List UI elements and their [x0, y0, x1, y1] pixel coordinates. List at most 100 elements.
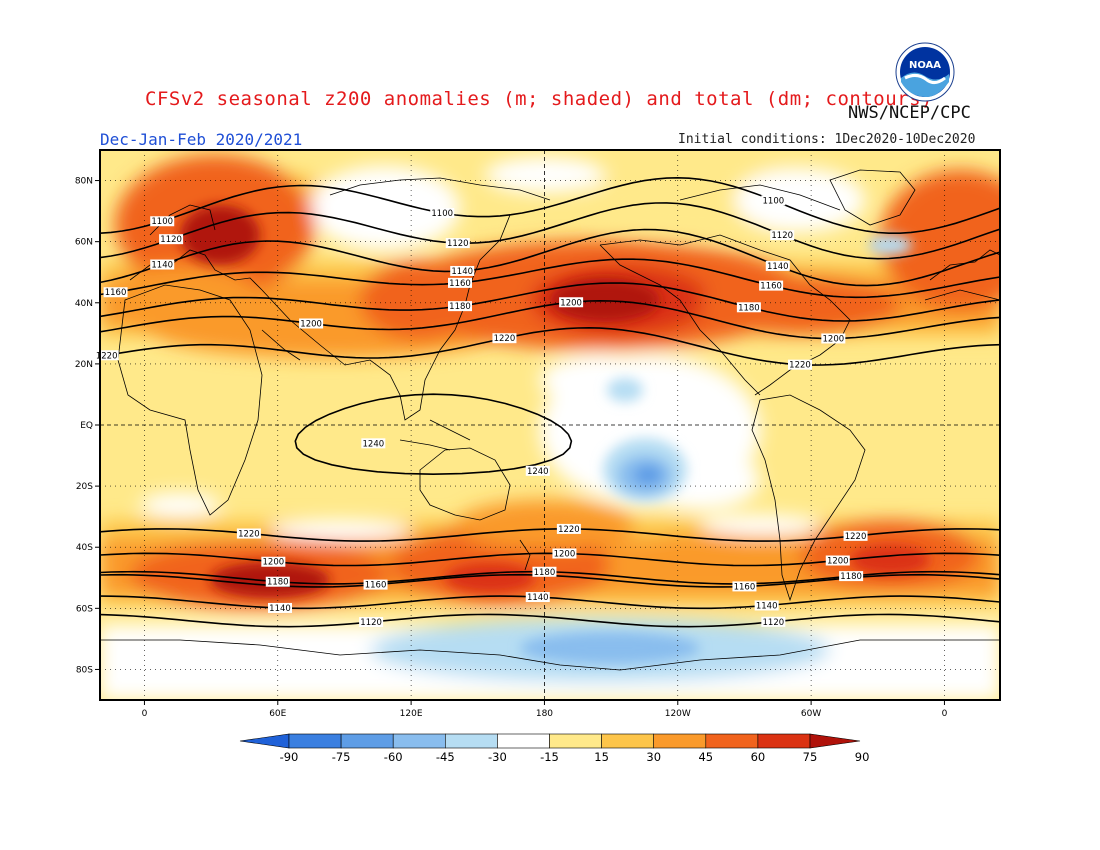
contour-label-bg — [299, 318, 324, 329]
contour-label: 1120 — [160, 235, 182, 245]
colorbar-swatch — [497, 733, 550, 749]
gridlines — [100, 150, 1000, 700]
colorbar-swatch — [444, 733, 498, 749]
colorbar: -90 -75 -60 -45 -30 -15 15 30 45 60 75 90 — [239, 733, 869, 764]
contour-label: 1180 — [267, 578, 289, 588]
lon-tick-label: 120E — [400, 709, 423, 719]
contour-label: 1220 — [845, 532, 867, 542]
contour-label: 1200 — [827, 557, 849, 567]
contour-label: 1140 — [756, 601, 778, 611]
contour-label-bg — [788, 359, 812, 370]
contour-label: 1160 — [449, 279, 471, 289]
contour-line — [100, 299, 1000, 340]
contour-label-bg — [361, 438, 386, 449]
contour-label: 1100 — [431, 209, 453, 219]
contour-label-bg — [150, 216, 175, 227]
lat-tick-label: 80N — [75, 177, 93, 187]
contour-label: 1140 — [151, 261, 173, 271]
contour-label-bg — [732, 581, 757, 592]
chart-title: CFSv2 seasonal z200 anomalies (m; shaded… — [145, 88, 933, 110]
contour-label: 1100 — [151, 217, 173, 227]
contour-label: 1180 — [449, 302, 471, 312]
colorbar-swatch — [653, 733, 707, 749]
colorbar-tick-label: 75 — [803, 750, 818, 764]
contour-label: 1160 — [760, 282, 782, 292]
contour-line — [100, 613, 1000, 628]
contour-label: 1140 — [451, 267, 473, 277]
contour-label-bg — [532, 566, 557, 577]
contour-label: 1180 — [840, 572, 862, 582]
contour-label: 1220 — [96, 351, 118, 361]
contour-label-bg — [448, 277, 472, 288]
colorbar-swatch — [757, 733, 811, 749]
contour-label-bg — [261, 556, 286, 567]
colorbar-tick-label: -30 — [488, 750, 507, 764]
season-label: Dec-Jan-Feb 2020/2021 — [100, 130, 303, 149]
contour-label-bg — [825, 555, 850, 566]
contour-line — [100, 176, 1000, 234]
lat-tick-label: 20S — [76, 482, 93, 492]
colorbar-tick-label: -45 — [436, 750, 455, 764]
contour-label: 1220 — [238, 530, 260, 540]
contour-line — [294, 393, 573, 476]
contour-label-bg — [94, 350, 119, 361]
contour-label: 1220 — [494, 334, 516, 344]
colorbar-tick-label: 30 — [646, 750, 661, 764]
contour-label-bg — [363, 579, 388, 590]
noaa-logo: NOAA — [895, 42, 955, 102]
lat-tick-label: EQ — [80, 421, 93, 431]
colorbar-tick-label: -90 — [280, 750, 299, 764]
contour-label: 1180 — [738, 303, 760, 313]
contour-label: 1240 — [363, 439, 385, 449]
colorbar-tick-label: 60 — [751, 750, 766, 764]
contour-label: 1160 — [734, 582, 756, 592]
lat-tick-label: 60N — [75, 238, 93, 248]
contour-line — [100, 282, 1000, 322]
colorbar-swatch — [549, 733, 602, 749]
contour-label-bg — [525, 592, 550, 603]
contour-label-bg — [265, 576, 290, 587]
contour-line — [100, 258, 1000, 299]
contour-label: 1120 — [763, 618, 785, 628]
lon-tick-label: 0 — [142, 709, 148, 719]
contour-label-bg — [759, 280, 784, 291]
lon-tick-label: 120W — [665, 709, 691, 719]
axis-ticks: 80N 60N 40N 20N EQ 20S 40S 60S 80S 0 60E 120E 180 120… — [75, 177, 948, 719]
contour-label-bg — [492, 333, 517, 344]
colorbar-tick-label: -75 — [332, 750, 351, 764]
colorbar-swatch — [705, 733, 759, 749]
contour-label-bg — [770, 230, 795, 241]
contour-line — [100, 202, 1000, 260]
contour-label-bg — [559, 297, 584, 308]
lat-tick-label: 60S — [76, 604, 93, 614]
contour-label-bg — [839, 571, 864, 582]
lon-tick-label: 60E — [269, 709, 286, 719]
contour-line — [100, 228, 1000, 287]
contour-label-bg — [736, 302, 761, 313]
lat-tick-label: 40S — [76, 543, 93, 553]
colorbar-tick-label: 15 — [594, 750, 609, 764]
contour-line — [100, 595, 1000, 610]
contour-label: 1100 — [763, 196, 785, 206]
contour-line — [100, 552, 1000, 567]
contour-label-bg — [843, 530, 868, 541]
lat-tick-label: 20N — [75, 360, 93, 370]
contour-label: 1160 — [365, 581, 387, 591]
contour-line — [100, 326, 1000, 366]
noaa-logo-text: NOAA — [909, 60, 941, 71]
contour-label: 1180 — [534, 568, 556, 578]
colorbar-tick-label: -15 — [540, 750, 559, 764]
agency-label: NWS/NCEP/CPC — [848, 103, 971, 123]
contour-label-bg — [445, 238, 470, 249]
contour-label-bg — [159, 234, 184, 245]
contour-label: 1240 — [527, 467, 549, 477]
contour-label: 1120 — [771, 231, 793, 241]
contour-label-bg — [552, 548, 577, 559]
contour-label-bg — [359, 617, 384, 628]
colorbar-swatch — [392, 733, 446, 749]
colorbar-tick-label: 45 — [698, 750, 713, 764]
colorbar-arrow-low — [239, 733, 290, 749]
contour-label: 1200 — [560, 298, 582, 308]
